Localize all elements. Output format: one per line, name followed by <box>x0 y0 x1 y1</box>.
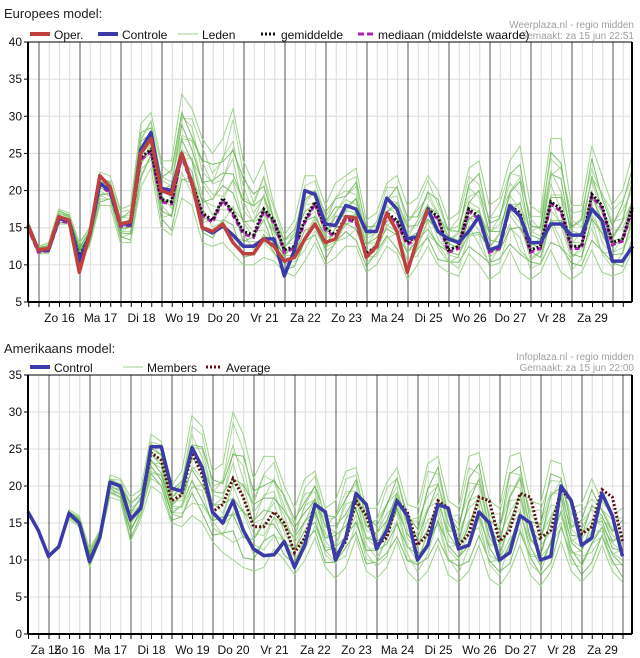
legend-label: Controle <box>122 28 168 42</box>
amerikaans-credit: Infoplaza.nl - regio midden Gemaakt: za … <box>516 352 634 374</box>
legend-item: Control <box>30 361 93 375</box>
legend-item: Oper. <box>30 28 83 42</box>
member-line <box>27 472 623 578</box>
x-tick-label: Do 20 <box>217 643 249 657</box>
legend-item: Members <box>123 361 197 375</box>
y-tick-label: 35 <box>9 72 23 86</box>
y-tick-label: 15 <box>9 516 23 530</box>
legend-label: Oper. <box>54 28 83 42</box>
y-tick-label: 40 <box>9 35 23 49</box>
amerikaans-made: Gemaakt: za 15 jun 22:00 <box>519 363 634 374</box>
member-line <box>27 110 634 250</box>
y-tick-label: 5 <box>15 295 22 309</box>
amerikaans-source: Infoplaza.nl - regio midden <box>516 352 634 363</box>
legend-label: Control <box>54 361 93 375</box>
member-line <box>27 115 634 249</box>
member-envelope-low <box>27 166 634 281</box>
series-control <box>26 445 625 570</box>
legend-item: mediaan (middelste waarde) <box>358 28 529 42</box>
x-tick-label: Zo 16 <box>44 311 75 325</box>
member-line <box>27 122 634 252</box>
europees-credit: Weerplaza.nl - regio midden Gemaakt: za … <box>509 20 634 42</box>
x-tick-label: Di 18 <box>127 311 155 325</box>
x-tick-label: Za 29 <box>587 643 618 657</box>
legend-label: Leden <box>202 28 235 42</box>
member-envelope-high <box>27 92 634 247</box>
x-tick-label: Do 20 <box>207 311 239 325</box>
y-tick-label: 10 <box>9 553 23 567</box>
y-tick-label: 25 <box>9 146 23 160</box>
x-tick-label: Wo 26 <box>462 643 497 657</box>
member-line <box>27 421 623 558</box>
x-tick-label: Di 25 <box>424 643 452 657</box>
y-tick-label: 30 <box>9 405 23 419</box>
series-oper- <box>26 136 430 275</box>
x-tick-label: Vr 21 <box>250 311 279 325</box>
x-tick-label: Di 18 <box>137 643 165 657</box>
x-tick-label: Ma 17 <box>84 311 118 325</box>
series-controle <box>26 130 635 278</box>
y-tick-label: 5 <box>15 590 22 604</box>
x-tick-label: Za 22 <box>290 311 321 325</box>
europees-source: Weerplaza.nl - regio midden <box>509 20 634 31</box>
x-tick-label: Za 29 <box>577 311 608 325</box>
x-tick-label: Ma 17 <box>94 643 128 657</box>
legend-item: Leden <box>178 28 235 42</box>
y-tick-label: 20 <box>9 479 23 493</box>
europees-made: Gemaakt: za 15 jun 22:51 <box>519 31 634 42</box>
x-tick-label: Di 25 <box>414 311 442 325</box>
legend-label: Average <box>226 361 271 375</box>
x-tick-label: Za 15 <box>31 643 62 657</box>
x-tick-label: Do 27 <box>494 311 526 325</box>
legend-item: Average <box>206 361 271 375</box>
europees-model-title: Europees model: <box>4 6 103 21</box>
member-line <box>27 152 634 269</box>
x-tick-label: Vr 21 <box>260 643 289 657</box>
member-envelope-low <box>27 485 623 587</box>
member-line <box>27 159 634 272</box>
x-tick-label: Ma 24 <box>381 643 415 657</box>
y-tick-label: 25 <box>9 442 23 456</box>
member-line <box>27 153 634 271</box>
x-tick-label: Do 27 <box>504 643 536 657</box>
x-tick-label: Zo 16 <box>54 643 85 657</box>
x-tick-label: Zo 23 <box>331 311 362 325</box>
legend-item: gemiddelde <box>261 28 343 42</box>
x-tick-label: Vr 28 <box>537 311 566 325</box>
x-tick-label: Vr 28 <box>547 643 576 657</box>
x-tick-label: Wo 19 <box>175 643 210 657</box>
legend-label: gemiddelde <box>281 28 343 42</box>
legend-item: Controle <box>98 28 168 42</box>
members-lines <box>27 92 634 281</box>
y-tick-label: 35 <box>9 368 23 382</box>
x-tick-label: Zo 23 <box>341 643 372 657</box>
europees-chart: 5 10 15 20 25 30 35 40 Zo 16 Ma 17 Di 18 Wo 19 Do 20… <box>9 28 635 325</box>
series-gemiddelde <box>26 147 635 262</box>
member-envelope-high <box>27 410 623 558</box>
x-tick-label: Ma 24 <box>371 311 405 325</box>
y-tick-label: 10 <box>9 258 23 272</box>
member-line <box>27 131 634 250</box>
y-tick-label: 30 <box>9 109 23 123</box>
y-tick-label: 15 <box>9 221 23 235</box>
legend-label: Members <box>147 361 197 375</box>
x-tick-label: Za 22 <box>300 643 331 657</box>
amerikaans-model-title: Amerikaans model: <box>4 341 116 356</box>
member-line <box>27 472 623 565</box>
y-tick-label: 0 <box>15 627 22 641</box>
legend-label: mediaan (middelste waarde) <box>378 28 529 42</box>
y-tick-label: 20 <box>9 184 23 198</box>
member-line <box>27 117 634 248</box>
x-tick-label: Wo 26 <box>452 311 487 325</box>
x-tick-label: Wo 19 <box>165 311 200 325</box>
